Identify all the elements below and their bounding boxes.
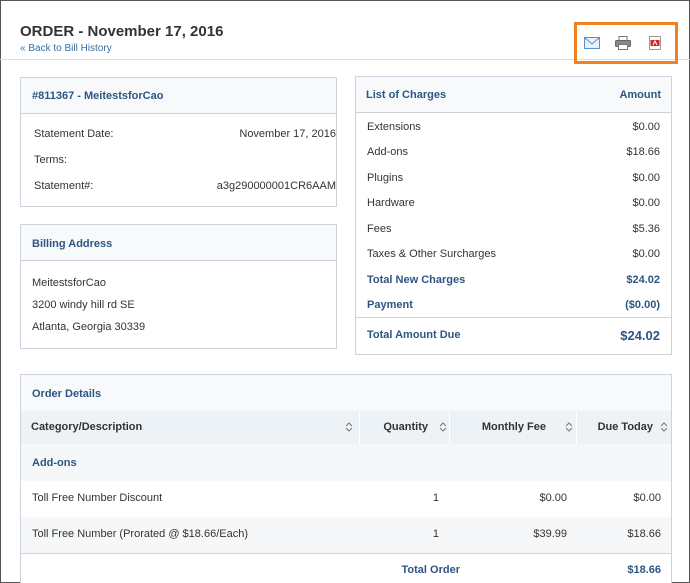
amount-heading: Amount xyxy=(619,89,661,101)
total-order-label: Total Order xyxy=(401,564,460,576)
item-due: $0.00 xyxy=(633,492,661,504)
item-desc: Toll Free Number (Prorated @ $18.66/Each… xyxy=(32,528,248,540)
payment-label: Payment xyxy=(367,299,413,311)
total-order-divider xyxy=(21,553,671,554)
total-new-charges-value: $24.02 xyxy=(626,274,660,286)
item-fee: $0.00 xyxy=(539,492,567,504)
statement-panel: #811367 - MeitestsforCao Statement Date:… xyxy=(20,77,337,207)
group-label-addons: Add-ons xyxy=(32,457,77,469)
billing-panel-header: Billing Address xyxy=(21,225,336,261)
sort-icon[interactable] xyxy=(661,422,667,432)
charges-panel-header: List of Charges Amount xyxy=(356,77,671,113)
order-table-header: Category/Description Quantity Monthly Fe… xyxy=(21,411,671,444)
header-divider xyxy=(0,59,690,60)
charge-value-taxes: $0.00 xyxy=(632,248,660,260)
charges-heading: List of Charges xyxy=(366,89,447,101)
charge-value-plugins: $0.00 xyxy=(632,172,660,184)
col-header-due-today[interactable]: Due Today xyxy=(577,411,671,444)
print-icon[interactable] xyxy=(615,36,631,50)
statement-panel-header: #811367 - MeitestsforCao xyxy=(21,78,336,114)
total-order-value: $18.66 xyxy=(627,564,661,576)
item-desc: Toll Free Number Discount xyxy=(32,492,163,504)
charge-label-plugins: Plugins xyxy=(367,172,404,184)
statement-number-value: a3g290000001CR6AAM xyxy=(216,180,336,192)
col-header-category[interactable]: Category/Description xyxy=(21,411,360,444)
col-header-monthly-fee[interactable]: Monthly Fee xyxy=(450,411,577,444)
total-due-divider xyxy=(356,317,671,318)
item-due: $18.66 xyxy=(627,528,661,540)
charge-label-taxes: Taxes & Other Surcharges xyxy=(367,248,497,260)
page-title: ORDER - November 17, 2016 xyxy=(20,23,224,40)
charge-value-addons: $18.66 xyxy=(626,146,660,158)
charges-panel: List of Charges Amount Extensions $0.00 … xyxy=(355,76,672,355)
col-monthly-fee-label: Monthly Fee xyxy=(481,421,546,433)
pdf-icon[interactable] xyxy=(647,36,663,50)
col-header-quantity[interactable]: Quantity xyxy=(360,411,450,444)
billing-address-panel: Billing Address MeitestsforCao 3200 wind… xyxy=(20,224,337,349)
back-to-bill-history-link[interactable]: « Back to Bill History xyxy=(20,43,112,54)
statement-heading: #811367 - MeitestsforCao xyxy=(32,90,164,102)
charge-value-hardware: $0.00 xyxy=(632,197,660,209)
statement-number-label: Statement#: xyxy=(34,180,94,192)
billing-line-street: 3200 windy hill rd SE xyxy=(32,299,135,311)
charge-label-hardware: Hardware xyxy=(367,197,415,209)
sort-icon[interactable] xyxy=(440,422,446,432)
col-due-today-label: Due Today xyxy=(597,421,653,433)
action-icons-highlight xyxy=(574,22,678,64)
billing-line-city: Atlanta, Georgia 30339 xyxy=(32,321,146,333)
terms-label: Terms: xyxy=(34,154,67,166)
item-fee: $39.99 xyxy=(533,528,567,540)
payment-value: ($0.00) xyxy=(625,299,660,311)
statement-date-label: Statement Date: xyxy=(34,128,114,140)
sort-icon[interactable] xyxy=(346,422,352,432)
group-row-addons xyxy=(21,444,671,481)
item-qty: 1 xyxy=(432,528,439,540)
billing-line-name: MeitestsforCao xyxy=(32,277,106,289)
charge-value-extensions: $0.00 xyxy=(632,121,660,133)
statement-date-value: November 17, 2016 xyxy=(239,128,336,140)
total-amount-due-value: $24.02 xyxy=(620,328,660,343)
charge-value-fees: $5.36 xyxy=(632,223,660,235)
order-details-header: Order Details xyxy=(21,375,671,411)
billing-heading: Billing Address xyxy=(32,238,113,250)
col-category-label: Category/Description xyxy=(31,421,143,433)
charge-label-fees: Fees xyxy=(367,223,392,235)
charge-label-extensions: Extensions xyxy=(367,121,421,133)
order-details-panel: Order Details Category/Description Quant… xyxy=(20,374,672,583)
item-qty: 1 xyxy=(432,492,439,504)
mail-icon[interactable] xyxy=(584,36,600,50)
charge-label-addons: Add-ons xyxy=(367,146,408,158)
total-amount-due-label: Total Amount Due xyxy=(367,329,461,341)
order-details-heading: Order Details xyxy=(32,388,102,400)
col-quantity-label: Quantity xyxy=(383,421,428,433)
table-row-alt xyxy=(21,517,671,553)
total-new-charges-label: Total New Charges xyxy=(367,274,466,286)
sort-icon[interactable] xyxy=(566,422,572,432)
